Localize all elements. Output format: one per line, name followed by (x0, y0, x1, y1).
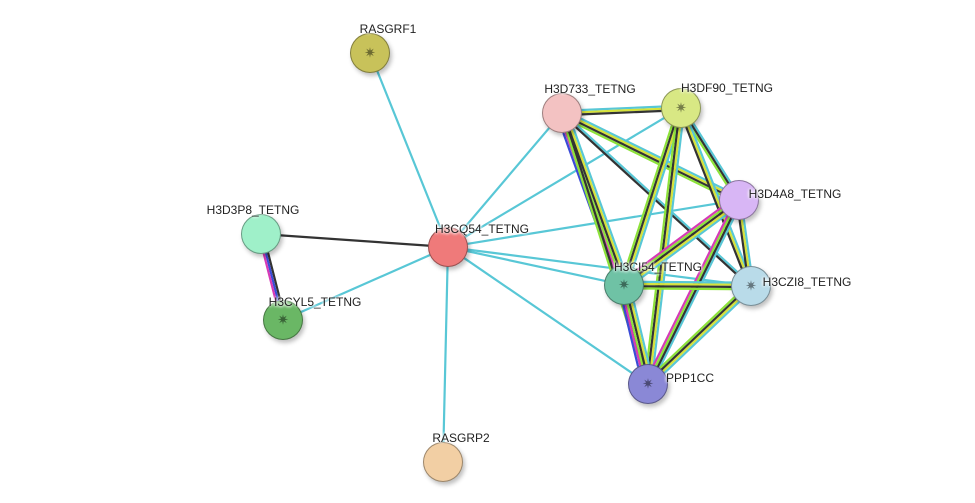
node-circle (423, 442, 463, 482)
node-h3d733[interactable] (542, 93, 582, 133)
edge-h3d733-h3df90 (582, 109, 661, 112)
edge-h3df90-h3d4a8 (690, 126, 727, 184)
edge-h3cq54-h3ci54 (468, 251, 605, 281)
edge-h3d3p8-h3cyl5 (268, 253, 280, 300)
structure-glyph-icon: ✷ (277, 312, 289, 329)
edge-h3ci54-h3czi8 (644, 284, 731, 285)
edge-h3d733-h3d4a8 (580, 123, 721, 192)
edge-h3df90-h3d4a8 (692, 125, 729, 183)
edge-h3d4a8-h3czi8 (742, 220, 748, 266)
edge-h3d4a8-ppp1cc (660, 219, 733, 367)
edge-h3d4a8-h3czi8 (744, 220, 751, 266)
edge-h3d4a8-h3ci54 (643, 215, 726, 276)
node-h3df90[interactable]: ✷ (661, 88, 701, 128)
edge-h3d733-h3d4a8 (580, 121, 721, 190)
edge-h3d4a8-ppp1cc (654, 217, 727, 365)
edge-h3df90-h3d4a8 (694, 124, 731, 182)
node-h3ci54[interactable]: ✷ (604, 265, 644, 305)
node-circle (719, 180, 759, 220)
edge-h3cyl5-h3cq54 (301, 255, 429, 312)
node-circle: ✷ (661, 88, 701, 128)
node-circle: ✷ (604, 265, 644, 305)
node-h3czi8[interactable]: ✷ (731, 266, 771, 306)
edge-h3czi8-ppp1cc (663, 301, 737, 371)
edge-h3d733-h3ci54 (566, 133, 614, 267)
edge-h3ci54-ppp1cc (632, 304, 647, 364)
edge-h3d733-h3d4a8 (581, 119, 722, 188)
edge-h3d4a8-ppp1cc (656, 217, 729, 365)
edge-h3ci54-ppp1cc (630, 304, 645, 364)
edge-h3d733-h3ci54 (568, 132, 617, 266)
edge-h3ci54-h3czi8 (644, 282, 731, 283)
edge-h3d4a8-h3ci54 (641, 214, 724, 275)
edge-h3ci54-ppp1cc (623, 306, 638, 366)
edge-h3ci54-h3czi8 (644, 289, 731, 290)
node-circle: ✷ (731, 266, 771, 306)
edge-h3d4a8-h3czi8 (740, 220, 747, 266)
node-h3cyl5[interactable]: ✷ (263, 300, 303, 340)
structure-glyph-icon: ✷ (675, 100, 687, 117)
edge-h3d733-h3czi8 (576, 127, 736, 273)
edge-h3cq54-h3czi8 (468, 250, 731, 284)
edge-h3df90-ppp1cc (647, 128, 675, 364)
node-h3d4a8[interactable] (719, 180, 759, 220)
edge-h3df90-ppp1cc (649, 128, 677, 364)
edge-h3ci54-ppp1cc (634, 303, 649, 363)
edge-h3ci54-ppp1cc (626, 305, 641, 365)
edge-h3df90-h3ci54 (631, 127, 676, 266)
edge-h3czi8-ppp1cc (662, 299, 736, 369)
edge-h3d733-h3df90 (582, 107, 661, 110)
node-label-h3czi8: H3CZI8_TETNG (763, 275, 852, 289)
edge-h3czi8-ppp1cc (660, 297, 734, 367)
edge-h3d3p8-h3cyl5 (264, 254, 276, 301)
edges-layer (0, 0, 975, 503)
edge-h3df90-h3ci54 (633, 128, 678, 267)
structure-glyph-icon: ✷ (364, 45, 376, 62)
node-h3d3p8[interactable] (241, 214, 281, 254)
edge-h3d4a8-h3ci54 (638, 208, 721, 269)
edge-h3d4a8-h3ci54 (639, 210, 722, 271)
edge-h3df90-ppp1cc (654, 128, 682, 364)
edge-h3d4a8-ppp1cc (658, 218, 731, 366)
node-circle: ✷ (628, 364, 668, 404)
node-circle (241, 214, 281, 254)
edge-h3cq54-h3df90 (465, 118, 664, 237)
edge-h3cq54-h3d4a8 (468, 203, 720, 244)
edge-h3df90-h3ci54 (629, 127, 674, 266)
edge-h3d733-ppp1cc (569, 132, 643, 365)
node-ppp1cc[interactable]: ✷ (628, 364, 668, 404)
edge-h3cq54-h3d733 (461, 128, 549, 232)
edge-h3df90-ppp1cc (652, 128, 680, 364)
edge-rasgrf1-h3cq54 (378, 72, 441, 229)
edge-h3d733-h3ci54 (572, 131, 620, 265)
edge-h3ci54-h3czi8 (644, 286, 731, 287)
node-rasgrf1[interactable]: ✷ (350, 33, 390, 73)
node-label-ppp1cc: PPP1CC (666, 371, 714, 385)
node-circle (428, 227, 468, 267)
node-label-h3d4a8: H3D4A8_TETNG (749, 187, 842, 201)
structure-glyph-icon: ✷ (745, 278, 757, 295)
structure-glyph-icon: ✷ (618, 277, 630, 294)
edge-rasgrp2-h3cq54 (444, 267, 448, 442)
node-circle: ✷ (263, 300, 303, 340)
node-circle: ✷ (350, 33, 390, 73)
edge-h3df90-h3ci54 (627, 126, 672, 265)
edge-h3d733-h3df90 (582, 111, 661, 114)
edge-h3d733-h3ci54 (570, 131, 619, 265)
edge-h3d3p8-h3cq54 (281, 235, 428, 245)
edge-h3d3p8-h3cyl5 (266, 253, 278, 300)
edge-h3d733-h3czi8 (578, 126, 738, 272)
network-canvas: ✷✷✷✷✷✷ RASGRF1H3D733_TETNGH3DF90_TETNGH3… (0, 0, 975, 503)
edge-h3d4a8-h3ci54 (640, 212, 723, 273)
node-circle (542, 93, 582, 133)
edge-h3d733-h3d4a8 (579, 125, 720, 194)
edge-h3czi8-ppp1cc (665, 302, 739, 372)
edge-h3d733-h3ci54 (574, 130, 622, 264)
node-h3cq54[interactable] (428, 227, 468, 267)
edge-h3ci54-ppp1cc (628, 305, 643, 365)
structure-glyph-icon: ✷ (642, 376, 654, 393)
edge-h3d733-h3ci54 (564, 134, 612, 268)
node-rasgrp2[interactable] (423, 442, 463, 482)
edge-h3d733-ppp1cc (567, 132, 641, 365)
